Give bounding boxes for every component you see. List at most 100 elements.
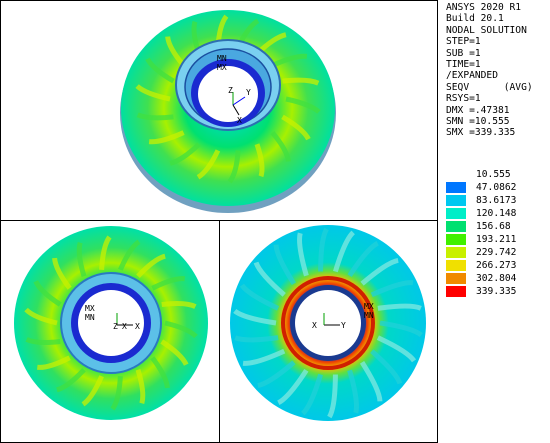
hub-bore xyxy=(295,290,361,356)
petal xyxy=(81,375,104,407)
petal xyxy=(285,96,321,114)
contour-plot-bottom-right: MX MN X Y xyxy=(230,225,426,421)
petal xyxy=(273,244,297,286)
petal xyxy=(359,360,383,402)
petal xyxy=(233,308,277,326)
legend-swatch xyxy=(446,208,466,219)
legend-row: 120.148 xyxy=(446,207,550,220)
petal xyxy=(300,373,323,416)
legend-row: 193.211 xyxy=(446,233,550,246)
legend-row: 83.6173 xyxy=(446,194,550,207)
legend-row: 10.555 xyxy=(446,168,550,181)
legend-value: 83.6173 xyxy=(476,195,517,206)
legend-value: 339.335 xyxy=(476,286,517,297)
contour-plot-bottom-left: MX MN Z X X xyxy=(14,226,208,420)
legend-value: 302.804 xyxy=(476,273,517,284)
petal xyxy=(76,242,87,277)
legend-value: 120.148 xyxy=(476,208,517,219)
legend-swatch xyxy=(446,234,466,245)
viewport-top: MN MX Z Y X xyxy=(0,0,438,221)
petal xyxy=(56,368,86,393)
petal xyxy=(169,142,201,166)
contour-legend: 10.555 47.0862 83.6173 120.148 156.68 193.211… xyxy=(446,168,550,298)
axis-z-label: Z xyxy=(228,86,233,95)
petal xyxy=(136,253,166,278)
petal xyxy=(110,376,123,411)
swirl-pattern xyxy=(233,227,423,419)
petal xyxy=(254,143,265,178)
legend-row: 229.742 xyxy=(446,246,550,259)
contour-plot-top: MN MX Z Y X xyxy=(120,10,336,213)
legend-value: 266.273 xyxy=(476,260,517,271)
label-mn: MN xyxy=(85,313,95,322)
petal xyxy=(99,235,112,270)
petal xyxy=(148,130,185,145)
legend-swatch xyxy=(446,195,466,206)
legend-row: 339.335 xyxy=(446,285,550,298)
petal xyxy=(239,283,280,311)
petal xyxy=(277,368,309,406)
legend-swatch xyxy=(446,247,466,258)
hub-ring-hot xyxy=(281,276,375,370)
petal xyxy=(377,303,422,311)
petal xyxy=(347,369,359,414)
petal xyxy=(52,257,72,290)
petal xyxy=(234,335,279,343)
hub-bore xyxy=(198,66,258,122)
petal xyxy=(164,320,198,339)
legend-value: 47.0862 xyxy=(476,182,517,193)
info-line: ANSYS 2020 R1 xyxy=(446,2,522,13)
axis-triad: Z Y X xyxy=(228,86,251,125)
petal xyxy=(318,227,329,272)
label-mx: MX xyxy=(85,304,95,313)
legend-row: 266.273 xyxy=(446,259,550,272)
legend-value: 10.555 xyxy=(476,169,511,180)
petal xyxy=(196,149,221,180)
petal xyxy=(135,369,146,404)
axis-triad: Z X X xyxy=(113,313,140,331)
petal xyxy=(151,276,185,291)
axis-y-label: Y xyxy=(246,88,251,97)
petal xyxy=(327,374,338,419)
petal xyxy=(145,57,175,84)
info-line: TIME=1 xyxy=(446,59,481,71)
petal xyxy=(227,150,241,184)
label-mx: MX xyxy=(217,63,227,72)
petal xyxy=(370,280,414,298)
petal xyxy=(360,257,399,286)
info-line: /EXPANDED xyxy=(446,70,498,82)
petal xyxy=(165,36,186,68)
petal xyxy=(150,356,170,389)
info-line: Build 20.1 xyxy=(446,13,504,25)
petal xyxy=(24,307,58,326)
info-line: NODAL SOLUTION xyxy=(446,24,527,36)
petal-pattern xyxy=(24,235,198,411)
petal xyxy=(25,337,61,346)
petal xyxy=(281,114,311,141)
legend-row: 156.68 xyxy=(446,220,550,233)
petal xyxy=(33,280,62,307)
petal xyxy=(257,360,296,389)
legend-row: 47.0862 xyxy=(446,181,550,194)
legend-value: 229.742 xyxy=(476,247,517,258)
petal xyxy=(161,300,197,309)
info-line: DMX =.47381 xyxy=(446,104,510,116)
petal xyxy=(271,53,308,68)
info-line: RSYS=1 xyxy=(446,93,481,105)
petal xyxy=(333,230,356,273)
axis-x2-label: X xyxy=(135,322,140,331)
legend-swatch xyxy=(446,221,466,232)
legend-row: 302.804 xyxy=(446,272,550,285)
axis-z-label: Z xyxy=(113,322,118,331)
axis-x-label: X xyxy=(312,321,317,330)
legend-swatch xyxy=(446,260,466,271)
petal xyxy=(297,232,309,277)
petal xyxy=(118,239,141,271)
axis-x-label: X xyxy=(237,116,242,125)
legend-swatch xyxy=(446,286,466,297)
label-mx: MX xyxy=(364,302,374,311)
info-line: SUB =1 xyxy=(446,47,481,59)
petal xyxy=(370,349,403,385)
axis-x-label: X xyxy=(122,322,127,331)
legend-swatch xyxy=(446,182,466,193)
